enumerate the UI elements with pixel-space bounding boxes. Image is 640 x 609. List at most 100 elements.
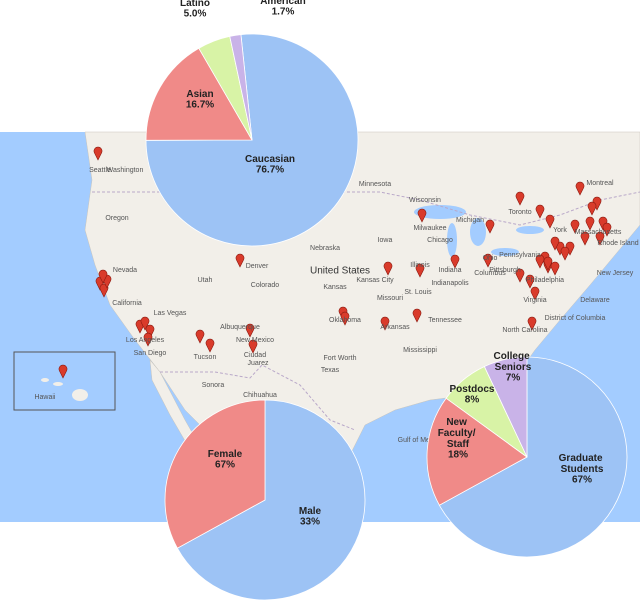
map-label: Oklahoma — [329, 317, 361, 324]
lake — [491, 248, 519, 256]
map-label: Colorado — [251, 282, 280, 289]
lake — [470, 218, 486, 246]
map-pin — [412, 308, 422, 323]
slice-value-label: 5.0% — [184, 9, 207, 20]
map-pin — [98, 269, 108, 284]
slice-value-label: 16.7% — [186, 100, 214, 111]
map-label: Utah — [198, 277, 213, 284]
map-pin — [598, 216, 608, 231]
map-pin — [602, 222, 612, 237]
map-label: Washington — [107, 167, 144, 174]
map-label: Fort Worth — [324, 355, 357, 362]
map-pin — [417, 208, 427, 223]
map-label: Toronto — [508, 209, 531, 216]
border — [92, 191, 640, 226]
slice-label: Postdocs — [449, 384, 494, 395]
map-label: Nevada — [113, 267, 137, 274]
map-label: Ciudad — [244, 352, 266, 359]
map-label: Michigan — [456, 217, 484, 224]
pie-slice — [145, 47, 253, 141]
map-label: Iowa — [378, 237, 393, 244]
lake — [516, 226, 544, 234]
map-pin — [99, 283, 109, 298]
map-pin — [483, 253, 493, 268]
slice-value-label: 7% — [506, 373, 521, 384]
map-label: Indiana — [439, 267, 462, 274]
slice-value-label: 33% — [300, 517, 320, 528]
map-label: Denver — [246, 263, 269, 270]
slice-value-label: 1.7% — [272, 7, 295, 18]
map-label: Wisconsin — [409, 197, 441, 204]
map-label: Chicago — [427, 237, 453, 244]
map-pin — [450, 254, 460, 269]
map-label: Gulf of Mexico — [398, 437, 443, 444]
map-label: Pittsburgh — [489, 267, 521, 274]
map-pin — [93, 146, 103, 161]
map-label: Montreal — [586, 180, 614, 187]
map-label: Hawaii — [34, 394, 55, 401]
map-label: Seattle — [89, 167, 111, 174]
map-pin — [415, 263, 425, 278]
map-pin — [550, 236, 560, 251]
map-pin — [380, 316, 390, 331]
map-label: Albuquerque — [220, 324, 260, 331]
map-label: Chihuahua — [243, 392, 277, 399]
map-pin — [585, 216, 595, 231]
pie-slice — [426, 397, 528, 506]
map-label: Las Vegas — [154, 310, 187, 317]
slice-value-label: 67% — [215, 460, 235, 471]
map-label: Kansas City — [356, 277, 394, 284]
map-pin — [140, 316, 150, 331]
map-pin — [245, 323, 255, 338]
slice-label: Male — [299, 506, 322, 517]
slice-label: Asian — [186, 89, 213, 100]
slice-label: Female — [208, 449, 243, 460]
island — [72, 389, 88, 401]
map-pin — [560, 246, 570, 261]
map-label: Tucson — [194, 354, 217, 361]
pie-slice — [176, 399, 366, 601]
slice-value-label: 8% — [465, 395, 480, 406]
map-label: Juarez — [247, 360, 269, 367]
map-pin — [205, 338, 215, 353]
slice-value-label: 18% — [448, 450, 468, 461]
map-label: United States — [310, 266, 370, 277]
map-pin — [235, 253, 245, 268]
map-pin — [58, 364, 68, 379]
map-label: California — [112, 300, 142, 307]
map-pin — [248, 339, 258, 354]
map-label: Philadelphia — [526, 277, 564, 284]
map-pin — [527, 316, 537, 331]
map-label: North Carolina — [502, 327, 547, 334]
map-pin — [143, 332, 153, 347]
map-label: Sonora — [202, 382, 225, 389]
map-label: Pennsylvania — [499, 252, 541, 259]
map-pin — [543, 256, 553, 271]
map-label: St. Louis — [404, 289, 432, 296]
map-label: Missouri — [377, 295, 404, 302]
map-label: Milwaukee — [413, 225, 446, 232]
map-pin — [545, 214, 555, 229]
pie-slice — [164, 399, 266, 549]
map-label: District of Columbia — [545, 315, 606, 322]
map-pin — [530, 286, 540, 301]
map-pin — [340, 311, 350, 326]
pie-slice — [483, 356, 528, 458]
map-label: Massachusetts — [575, 229, 622, 236]
map-label: York — [553, 227, 567, 234]
map-pin — [550, 261, 560, 276]
map-pin — [515, 191, 525, 206]
map-label: San Diego — [134, 350, 167, 357]
map-pin — [580, 231, 590, 246]
map-pin — [515, 268, 525, 283]
map-pin — [595, 231, 605, 246]
map-pin — [587, 201, 597, 216]
border — [160, 364, 356, 431]
map-label: Delaware — [580, 297, 610, 304]
lake — [414, 205, 466, 219]
map-label: Columbus — [474, 270, 506, 277]
map-label: Tennessee — [428, 317, 462, 324]
slice-label: College Seniors — [494, 351, 533, 373]
